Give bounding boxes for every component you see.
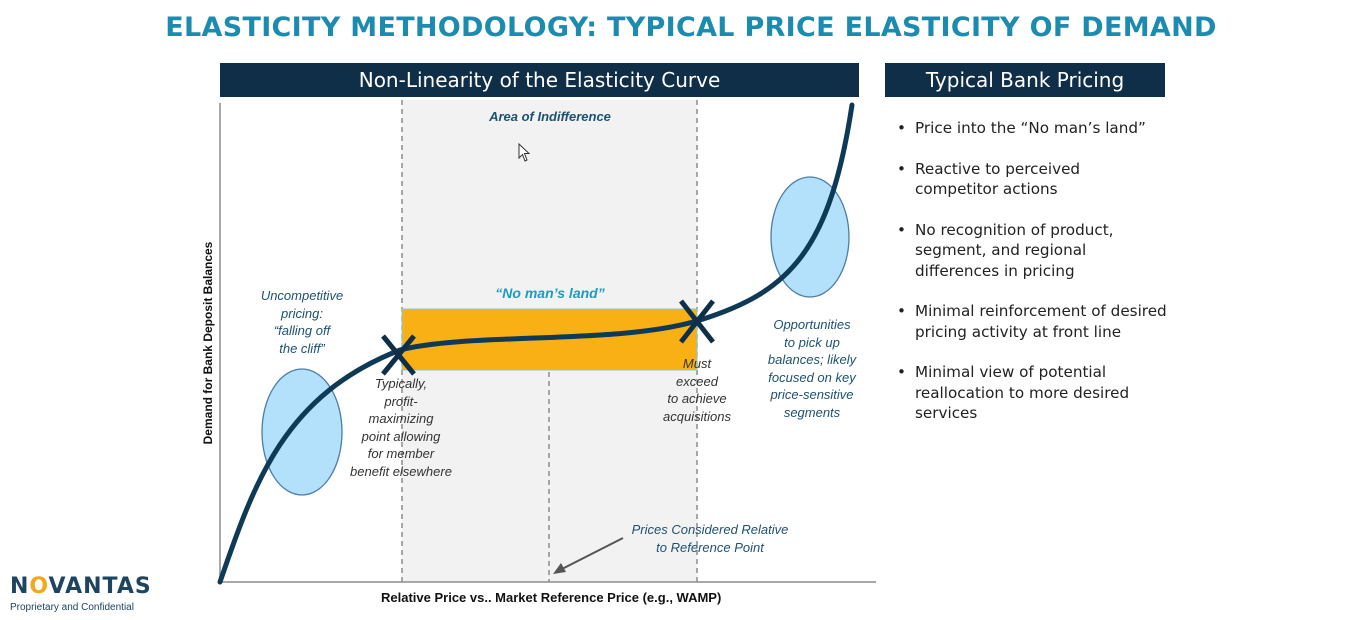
- acquisition-x-marker: [679, 299, 715, 344]
- reference-arrow-head: [553, 563, 566, 574]
- reference-arrow: [559, 537, 624, 571]
- opportunities-note: Opportunities to pick up balances; likel…: [767, 317, 857, 420]
- curve-panel-header: Non-Linearity of the Elasticity Curve: [220, 63, 859, 97]
- prices-considered-note: Prices Considered Relative to Reference …: [631, 522, 789, 555]
- bank-pricing-header: Typical Bank Pricing: [885, 63, 1165, 97]
- list-item: • Price into the “No man’s land”: [897, 119, 1146, 137]
- x-axis-label: Relative Price vs.. Market Reference Pri…: [381, 590, 722, 605]
- uncompetitive-pricing-note: Uncompetitive pricing: “falling off the …: [260, 288, 344, 356]
- y-axis-label: Demand for Bank Deposit Balances: [201, 241, 215, 445]
- list-item: • Reactive to perceived competitor action…: [897, 159, 1081, 199]
- no-mans-land-label: “No man’s land”: [495, 285, 605, 301]
- novantas-logo: NOVANTAS: [10, 574, 152, 599]
- profit-max-x-marker: [381, 334, 416, 376]
- list-item: • No recognition of product, segment, and…: [897, 220, 1114, 280]
- bank-pricing-list: • Price into the “No man’s land” • Reactiv…: [897, 118, 1167, 444]
- mouse-cursor-icon: [518, 143, 531, 162]
- uncompetitive-zone-ellipse: [261, 368, 343, 496]
- list-item: • Minimal view of potential reallocation …: [897, 363, 1130, 422]
- area-of-indifference-label: Area of Indifference: [489, 109, 611, 124]
- page-title: ELASTICITY METHODOLOGY: TYPICAL PRICE EL…: [165, 12, 1217, 43]
- list-item: • Minimal reinforcement of desired pricin…: [897, 302, 1167, 341]
- elasticity-curve: [217, 102, 855, 585]
- confidential-notice: Proprietary and Confidential: [10, 602, 134, 613]
- must-exceed-note: Must exceed to achieve acquisitions: [663, 356, 731, 424]
- profit-maximizing-note: Typically, profit- maximizing point allo…: [350, 376, 452, 479]
